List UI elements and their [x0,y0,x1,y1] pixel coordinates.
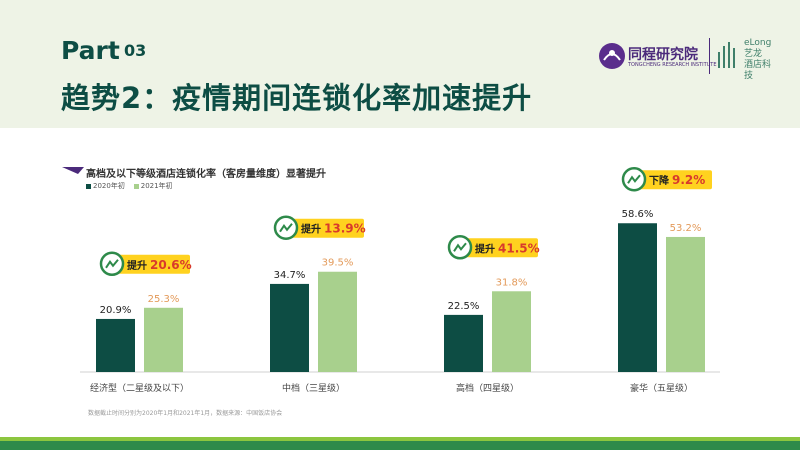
logo-main-text: 同程研究院 [628,47,698,63]
elong-logo-icon [718,42,735,68]
tongcheng-logo-icon [599,43,625,69]
category-label-1: 中档（三星级） [282,382,345,394]
legend: 2020年初 2021年初 [86,181,173,191]
change-direction-0: 提升 [127,259,147,272]
change-value-0: 20.6% [150,258,192,272]
bar-2020-3 [618,223,657,372]
bar-2020-1 [270,283,309,372]
legend-label-2020: 2020年初 [93,182,125,190]
data-label-2021-2: 31.8% [496,277,528,288]
data-label-2020-0: 20.9% [100,305,132,316]
part-number: 03 [124,41,147,60]
trend-icon-3 [621,166,647,192]
trend-icon-0 [99,251,125,277]
subtitle-marker-icon [62,167,84,174]
bottom-bar-light [0,437,800,441]
change-value-1: 13.9% [324,222,366,236]
elong-text: eLong 艺龙 酒店科技 [744,38,778,82]
change-badge-2 [464,238,538,258]
trend-icon-1 [273,215,299,240]
data-label-2021-1: 39.5% [322,258,354,269]
elong-line3: 酒店科技 [744,60,772,81]
data-label-2021-3: 53.2% [670,223,702,234]
change-direction-1: 提升 [301,223,321,236]
logo-divider [709,38,710,74]
change-direction-3: 下降 [649,174,670,187]
category-label-0: 经济型（二星级及以下） [90,382,189,394]
legend-label-2021: 2021年初 [140,182,173,190]
change-badge-0 [116,254,190,274]
bar-2021-3 [666,236,705,372]
data-label-2020-2: 22.5% [448,301,480,312]
footer-note: 数据截止时间分别为2020年1月和2021年1月，数据来源：中国饭店协会 [88,410,283,417]
page-title: 趋势2：疫情期间连锁化率加速提升 [61,81,533,115]
bar-2020-2 [444,314,483,372]
bar-2020-0 [96,318,135,372]
category-label-2: 高档（四星级） [456,382,519,394]
trend-icon-2 [447,235,473,260]
elong-line1: eLong [744,38,772,48]
change-direction-2: 提升 [475,242,495,255]
change-badge-1 [290,218,364,238]
bar-2021-1 [318,271,357,372]
legend-swatch-2020 [86,183,91,189]
data-label-2020-3: 58.6% [622,209,654,220]
chart-title: 高档及以下等级酒店连锁化率（客房量维度）显著提升 [86,169,326,180]
data-label-2021-0: 25.3% [148,294,180,305]
elong-line2: 艺龙 [744,49,763,59]
bottom-bar [0,441,800,450]
change-value-3: 9.2% [672,173,705,187]
logo-small-text: TONGCHENG RESEARCH INSTITUTE [628,62,717,68]
change-value-2: 41.5% [498,241,540,255]
bar-2021-2 [492,291,531,372]
change-badge-3 [638,170,712,190]
legend-swatch-2021 [133,183,139,189]
logo-area: 同程研究院 TONGCHENG RESEARCH INSTITUTE eLong… [598,34,778,82]
data-label-2020-1: 34.7% [274,270,306,281]
header-band [0,0,800,128]
bar-2021-0 [144,307,183,372]
category-label-3: 豪华（五星级） [630,382,693,394]
part-label: Part [61,36,120,65]
